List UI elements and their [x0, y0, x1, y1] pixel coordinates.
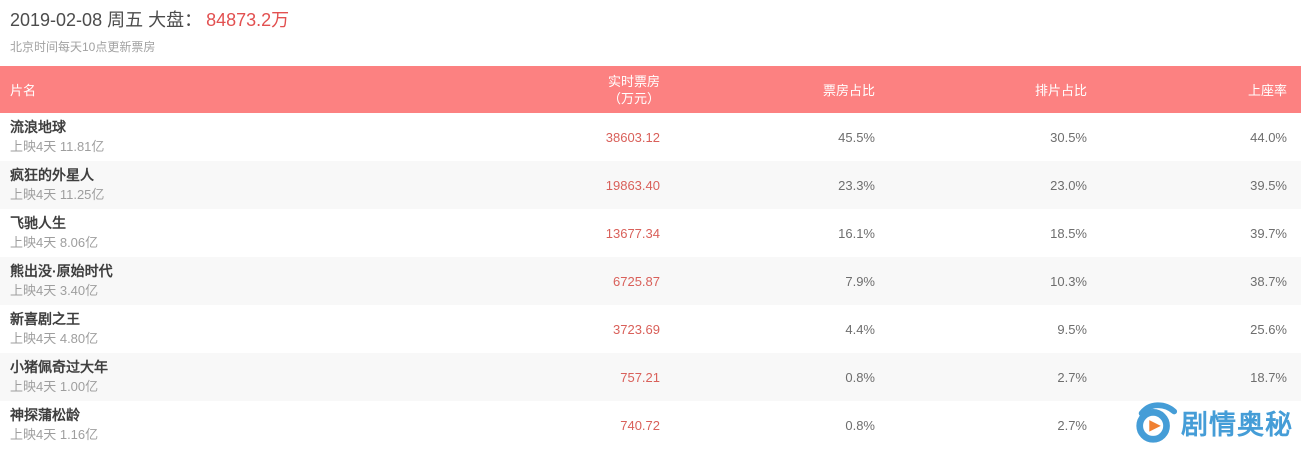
release-info: 上映4天 4.80亿 [10, 331, 99, 346]
total-box-office: 84873.2万 [206, 10, 290, 30]
table-row: 新喜剧之王 上映4天 4.80亿 3723.69 4.4% 9.5% 25.6% [0, 305, 1301, 353]
attendance-rate: 39.7% [1250, 225, 1287, 241]
table-row: 小猪佩奇过大年 上映4天 1.00亿 757.21 0.8% 2.7% 18.7… [0, 353, 1301, 401]
movie-title: 流浪地球 [10, 119, 66, 135]
release-info: 上映4天 1.00亿 [10, 379, 99, 394]
movie-cell: 小猪佩奇过大年 上映4天 1.00亿 [0, 359, 500, 395]
page-title: 2019-02-08 周五 大盘： 84873.2万 [10, 8, 1301, 32]
col-header-realtime: 实时票房 （万元） [500, 73, 660, 107]
movie-cell: 熊出没·原始时代 上映4天 3.40亿 [0, 263, 500, 299]
box-share: 45.5% [838, 129, 875, 145]
table-row: 疯狂的外星人 上映4天 11.25亿 19863.40 23.3% 23.0% … [0, 161, 1301, 209]
col-header-realtime-line2: （万元） [607, 90, 660, 106]
attendance-rate: 44.0% [1250, 129, 1287, 145]
movie-title: 飞驰人生 [10, 215, 66, 231]
screening-share: 23.0% [1050, 177, 1087, 193]
screening-share: 2.7% [1057, 417, 1087, 433]
release-info: 上映4天 11.81亿 [10, 139, 105, 154]
col-header-screening-share: 排片占比 [1034, 83, 1087, 98]
table-row: 飞驰人生 上映4天 8.06亿 13677.34 16.1% 18.5% 39.… [0, 209, 1301, 257]
realtime-box-office: 13677.34 [605, 225, 660, 241]
release-info: 上映4天 1.16亿 [10, 427, 99, 442]
screening-share: 2.7% [1057, 369, 1087, 385]
attendance-rate: 18.7% [1250, 369, 1287, 385]
attendance-rate: 38.7% [1250, 273, 1287, 289]
realtime-box-office: 757.21 [620, 369, 660, 385]
box-share: 0.8% [845, 369, 875, 385]
movie-cell: 飞驰人生 上映4天 8.06亿 [0, 215, 500, 251]
movie-title: 小猪佩奇过大年 [10, 359, 108, 375]
col-header-box-share: 票房占比 [822, 83, 875, 98]
release-info: 上映4天 3.40亿 [10, 283, 99, 298]
box-share: 0.8% [845, 417, 875, 433]
box-share: 23.3% [838, 177, 875, 193]
attendance-rate: 25.6% [1250, 321, 1287, 337]
screening-share: 30.5% [1050, 129, 1087, 145]
box-share: 7.9% [845, 273, 875, 289]
date-label: 2019-02-08 周五 大盘： [10, 10, 203, 30]
attendance-rate: 39.5% [1250, 177, 1287, 193]
realtime-box-office: 740.72 [620, 417, 660, 433]
table-header: 片名 实时票房 （万元） 票房占比 排片占比 上座率 [0, 66, 1301, 113]
screening-share: 9.5% [1057, 321, 1087, 337]
realtime-box-office: 6725.87 [613, 273, 660, 289]
page-header: 2019-02-08 周五 大盘： 84873.2万 北京时间每天10点更新票房 [0, 0, 1301, 55]
movie-title: 疯狂的外星人 [10, 167, 94, 183]
screening-share: 18.5% [1050, 225, 1087, 241]
release-info: 上映4天 8.06亿 [10, 235, 99, 250]
movie-cell: 疯狂的外星人 上映4天 11.25亿 [0, 167, 500, 203]
col-header-attendance: 上座率 [1247, 83, 1287, 98]
movie-cell: 新喜剧之王 上映4天 4.80亿 [0, 311, 500, 347]
realtime-box-office: 38603.12 [605, 129, 660, 145]
table-row: 熊出没·原始时代 上映4天 3.40亿 6725.87 7.9% 10.3% 3… [0, 257, 1301, 305]
table-row: 流浪地球 上映4天 11.81亿 38603.12 45.5% 30.5% 44… [0, 113, 1301, 161]
col-header-name: 片名 [10, 83, 37, 98]
box-share: 16.1% [838, 225, 875, 241]
movie-cell: 流浪地球 上映4天 11.81亿 [0, 119, 500, 155]
movie-title: 新喜剧之王 [10, 311, 80, 327]
movie-title: 熊出没·原始时代 [10, 263, 113, 279]
col-header-realtime-line1: 实时票房 [607, 73, 660, 89]
realtime-box-office: 3723.69 [613, 321, 660, 337]
table-body: 流浪地球 上映4天 11.81亿 38603.12 45.5% 30.5% 44… [0, 113, 1301, 449]
box-share: 4.4% [845, 321, 875, 337]
update-note: 北京时间每天10点更新票房 [10, 40, 156, 54]
table-row: 神探蒲松龄 上映4天 1.16亿 740.72 0.8% 2.7% [0, 401, 1301, 449]
screening-share: 10.3% [1050, 273, 1087, 289]
realtime-box-office: 19863.40 [605, 177, 660, 193]
movie-cell: 神探蒲松龄 上映4天 1.16亿 [0, 407, 500, 443]
release-info: 上映4天 11.25亿 [10, 187, 105, 202]
movie-title: 神探蒲松龄 [10, 407, 80, 423]
